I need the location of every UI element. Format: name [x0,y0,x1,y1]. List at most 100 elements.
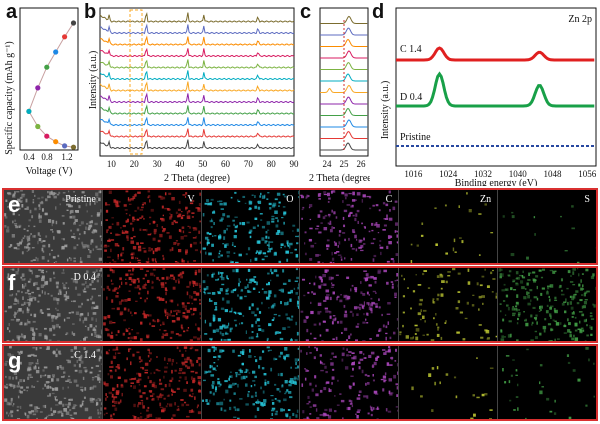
map-speckle [197,404,199,407]
map-speckle [4,310,7,313]
map-speckle [187,327,189,329]
map-speckle [63,198,66,202]
map-speckle [14,223,18,225]
map-speckle [120,252,124,254]
map-speckle [97,374,100,377]
map-speckle [447,271,452,273]
map-speckle [435,243,439,246]
sem-tile: D 0.4 [4,268,103,341]
map-speckle [208,300,213,302]
map-speckle [352,313,355,317]
map-speckle [274,413,278,416]
map-speckle [370,303,374,307]
map-speckle [348,335,351,339]
map-speckle [142,405,145,409]
map-speckle [136,242,139,245]
map-speckle [186,381,188,384]
map-speckle [226,255,230,258]
map-speckle [44,335,48,340]
map-speckle [207,348,211,353]
map-speckle [138,373,142,377]
map-speckle [90,386,94,390]
map-speckle [252,287,256,290]
map-speckle [513,280,515,282]
map-speckle [226,225,231,227]
map-speckle [328,213,332,216]
map-speckle [64,299,68,302]
map-speckle [142,310,145,314]
map-speckle [129,261,131,263]
map-speckle [256,407,259,411]
map-speckle [416,328,420,332]
sem-background [4,346,102,419]
map-speckle [6,276,10,279]
map-speckle [522,276,526,279]
map-speckle [41,276,44,279]
map-speckle [158,329,161,331]
map-speckle [205,399,208,402]
map-speckle [560,215,562,218]
map-speckle [52,230,54,233]
map-speckle [328,415,332,419]
map-speckle [581,305,584,309]
map-speckle [341,358,344,362]
map-speckle [144,287,147,289]
map-speckle [255,250,258,253]
map-speckle [257,325,260,327]
map-speckle [162,268,166,270]
map-speckle [289,298,292,302]
map-speckle [309,204,313,208]
map-speckle [288,353,290,358]
map-speckle [142,247,146,249]
map-speckle [197,357,201,360]
map-speckle [75,311,80,315]
map-speckle [252,226,256,229]
map-speckle [288,384,292,387]
map-speckle [199,289,201,293]
map-speckle [192,260,196,262]
map-speckle [572,369,576,372]
map-speckle [395,383,399,386]
map-speckle [174,402,176,406]
map-speckle [78,357,82,361]
map-speckle [333,211,337,215]
map-speckle [197,269,201,273]
map-speckle [258,311,261,314]
map-speckle [183,358,188,361]
map-speckle [539,390,543,395]
map-speckle [319,193,322,195]
map-speckle [334,241,336,243]
map-speckle [148,360,151,362]
map-speckle [271,412,273,416]
map-speckle [242,195,245,198]
map-speckle [510,374,514,377]
map-speckle [47,314,50,316]
map-speckle [70,349,74,352]
map-speckle [334,252,338,255]
map-speckle [255,281,258,286]
map-speckle [387,302,392,305]
map-speckle [223,244,227,248]
map-speckle [29,278,32,281]
map-speckle [191,216,194,218]
map-speckle [21,352,23,354]
map-speckle [163,323,165,325]
map-speckle [184,249,188,254]
map-speckle [98,257,102,261]
map-speckle [372,302,376,305]
map-speckle [125,328,127,332]
map-speckle [386,281,390,285]
map-speckle [79,386,84,388]
map-speckle [175,309,179,312]
map-speckle [155,261,157,263]
map-speckle [278,331,281,334]
map-speckle [262,390,265,394]
map-speckle [532,306,536,309]
map-speckle [365,373,368,377]
map-speckle [63,318,66,322]
map-speckle [7,206,11,208]
map-speckle [273,210,278,214]
map-speckle [561,278,564,282]
map-speckle [138,384,141,386]
map-speckle [152,259,154,262]
